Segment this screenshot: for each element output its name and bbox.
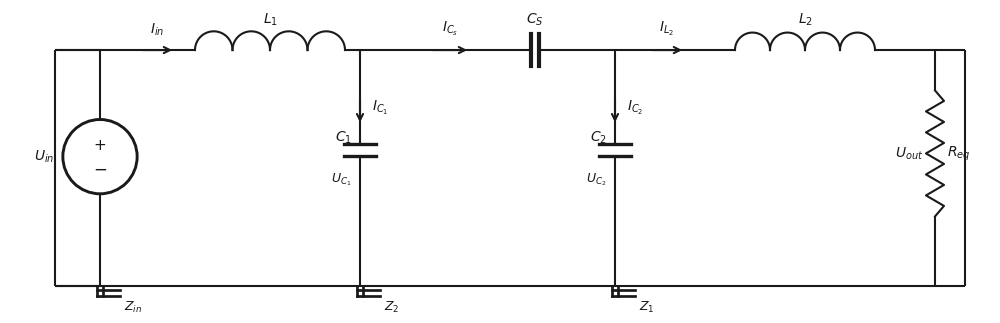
Text: $Z_1$: $Z_1$: [639, 300, 655, 315]
Text: $U_{in}$: $U_{in}$: [34, 149, 55, 165]
Text: $I_{in}$: $I_{in}$: [150, 22, 164, 38]
Text: $U_{C_1}$: $U_{C_1}$: [331, 172, 352, 189]
Text: −: −: [93, 161, 107, 179]
Text: $L_1$: $L_1$: [263, 12, 277, 28]
Text: $U_{C_2}$: $U_{C_2}$: [586, 172, 607, 189]
Text: +: +: [94, 138, 106, 153]
Text: $C_S$: $C_S$: [526, 12, 544, 28]
Text: $I_{C_s}$: $I_{C_s}$: [442, 20, 458, 38]
Text: $Z_{in}$: $Z_{in}$: [124, 300, 142, 315]
Text: $I_{C_1}$: $I_{C_1}$: [372, 99, 388, 117]
Text: $U_{out}$: $U_{out}$: [895, 145, 923, 162]
Text: $I_{C_2}$: $I_{C_2}$: [627, 99, 643, 117]
Text: $R_{eq}$: $R_{eq}$: [947, 144, 970, 162]
Text: $L_2$: $L_2$: [798, 12, 812, 28]
Text: $Z_2$: $Z_2$: [384, 300, 399, 315]
Text: $I_{L_2}$: $I_{L_2}$: [659, 20, 675, 38]
Text: $C_2$: $C_2$: [590, 130, 607, 146]
Text: $C_1$: $C_1$: [335, 130, 352, 146]
